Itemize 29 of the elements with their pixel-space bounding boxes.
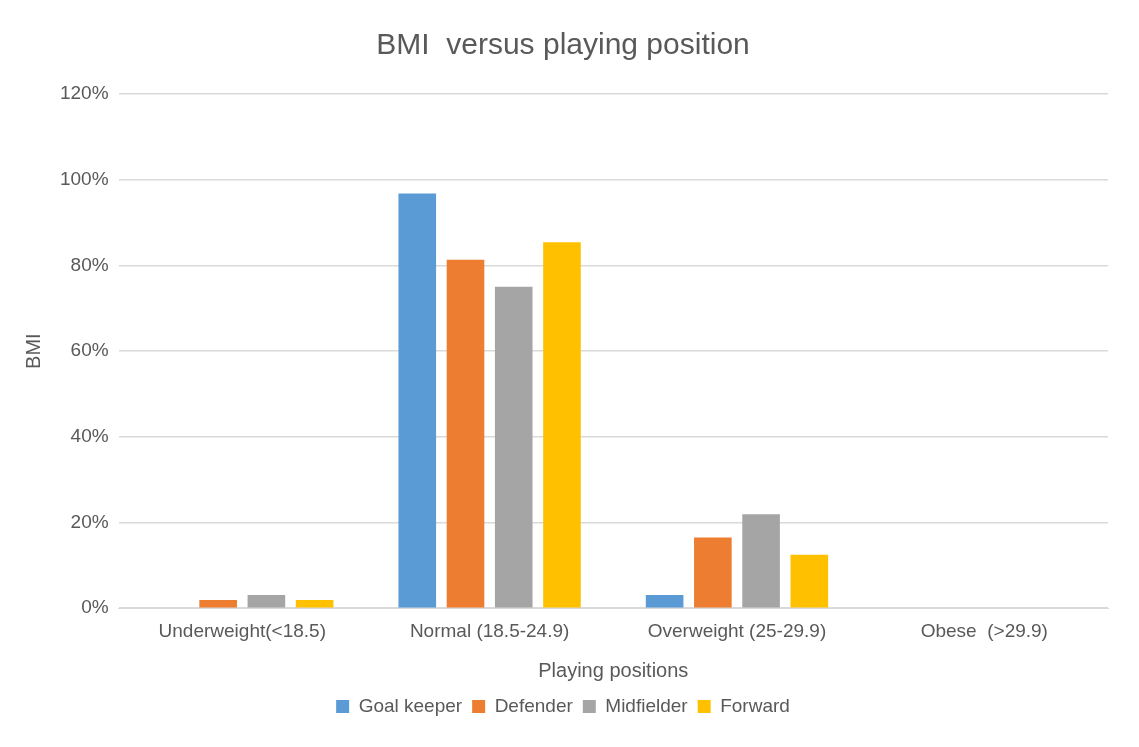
bar	[742, 514, 780, 608]
bar	[247, 594, 286, 608]
x-tick-label: Normal (18.5-24.9)	[409, 619, 570, 641]
x-tick-label: Overweight (25-29.9)	[647, 619, 827, 641]
bar	[398, 193, 437, 608]
x-axis-title: Playing positions	[538, 658, 689, 681]
bar	[199, 600, 237, 608]
bar	[295, 600, 334, 608]
y-tick-label: 80%	[70, 253, 109, 275]
y-tick-label: 60%	[70, 339, 109, 361]
bar	[694, 537, 732, 608]
legend-label: Midfielder	[605, 694, 689, 716]
bar	[494, 286, 533, 608]
x-tick-label: Underweight(<18.5)	[158, 619, 326, 641]
legend-label: Defender	[494, 694, 574, 716]
bar	[446, 259, 485, 608]
legend-label: Goal keeper	[358, 694, 463, 716]
chart-title: BMI versus playing position	[376, 27, 750, 61]
bar	[790, 554, 829, 608]
bar	[645, 594, 684, 608]
y-tick-label: 100%	[59, 167, 109, 189]
legend-label: Forward	[720, 694, 790, 716]
y-tick-label: 120%	[59, 82, 109, 104]
y-tick-label: 20%	[70, 510, 109, 532]
bar	[543, 242, 581, 608]
x-tick-label: Obese (>29.9)	[920, 619, 1048, 641]
y-axis-title: BMI	[21, 333, 44, 369]
y-tick-label: 40%	[70, 425, 109, 447]
y-tick-label: 0%	[81, 596, 109, 618]
